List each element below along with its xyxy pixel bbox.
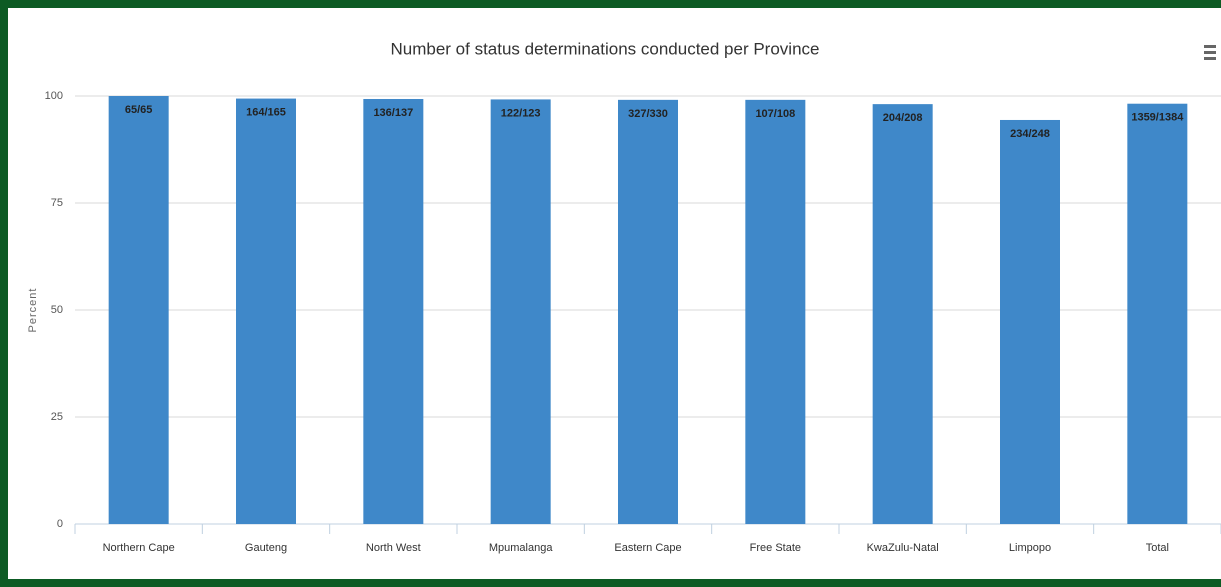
- x-tick-label: Eastern Cape: [614, 542, 681, 554]
- x-tick-label: Northern Cape: [103, 542, 175, 554]
- y-tick-label: 100: [45, 90, 63, 102]
- bar: [745, 99, 806, 525]
- y-tick-label: 0: [57, 518, 63, 530]
- chart: Number of status determinations conducte…: [27, 39, 1221, 554]
- x-tick-label: KwaZulu-Natal: [867, 542, 939, 554]
- x-tick-label: Free State: [750, 542, 801, 554]
- data-label: 327/330: [628, 108, 668, 120]
- data-label: 204/208: [883, 112, 923, 124]
- x-tick-label: Gauteng: [245, 542, 287, 554]
- data-label: 136/137: [373, 107, 413, 119]
- menu-icon[interactable]: [1204, 45, 1216, 60]
- y-tick-label: 25: [51, 411, 63, 423]
- bar: [490, 99, 551, 524]
- bar: [236, 98, 296, 525]
- bar: [108, 96, 169, 524]
- data-label: 122/123: [501, 107, 541, 119]
- bar: [872, 104, 933, 524]
- menu-bar[interactable]: [1204, 57, 1216, 60]
- y-tick-label: 50: [51, 304, 63, 316]
- bar: [618, 99, 678, 525]
- data-label: 1359/1384: [1131, 112, 1184, 124]
- menu-bar[interactable]: [1204, 45, 1216, 48]
- bar: [363, 98, 424, 524]
- chart-title: Number of status determinations conducte…: [390, 39, 819, 58]
- x-tick-label: Mpumalanga: [489, 542, 553, 554]
- data-label: 65/65: [125, 104, 153, 116]
- data-label: 164/165: [246, 106, 286, 118]
- x-tick-label: Limpopo: [1009, 542, 1051, 554]
- data-label: 107/108: [755, 108, 795, 120]
- y-axis-label: Percent: [27, 288, 39, 333]
- data-label: 234/248: [1010, 128, 1050, 140]
- x-tick-label: Total: [1146, 542, 1169, 554]
- x-tick-label: North West: [366, 542, 421, 554]
- menu-bar[interactable]: [1204, 51, 1216, 54]
- y-tick-label: 75: [51, 197, 63, 209]
- bar: [1000, 119, 1060, 524]
- bar: [1127, 103, 1188, 524]
